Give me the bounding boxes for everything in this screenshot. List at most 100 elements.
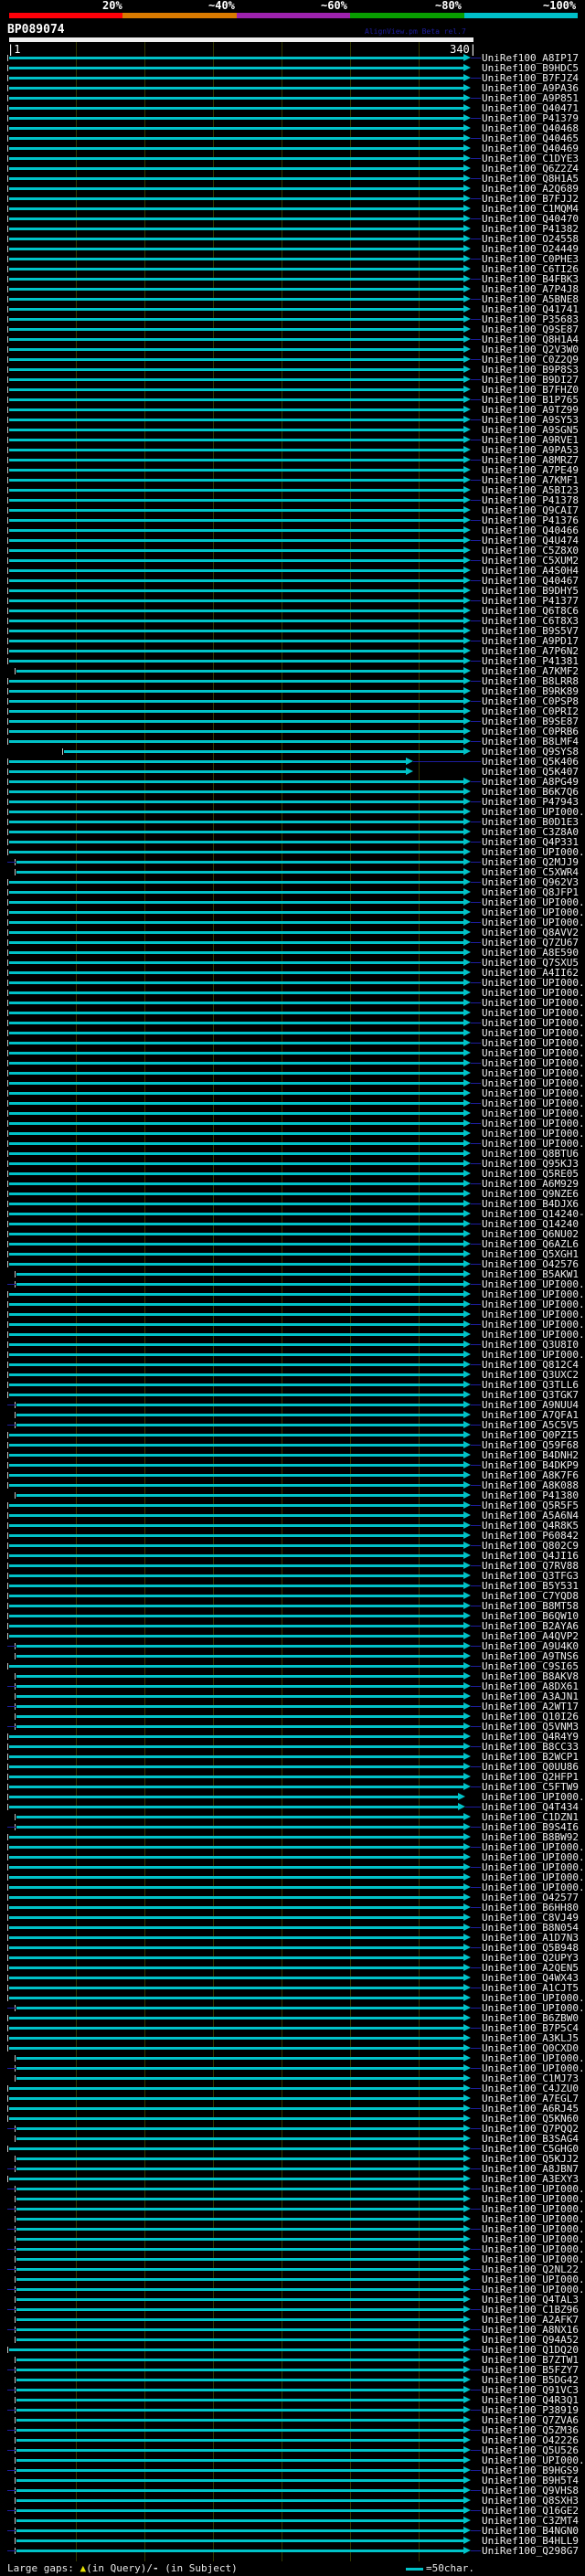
alignment-row[interactable]: UniRef100_Q5KN60	[0, 2114, 585, 2124]
hit-label[interactable]: UniRef100_UPI000..	[482, 916, 585, 928]
hit-label[interactable]: UniRef100_Q9SYS8	[482, 745, 579, 758]
hit-label[interactable]: UniRef100_C8VJ49	[482, 1911, 579, 1924]
alignment-row[interactable]: UniRef100_B8LRR8	[0, 676, 585, 686]
alignment-row[interactable]: UniRef100_A7P6N2	[0, 646, 585, 656]
alignment-row[interactable]: UniRef100_UPI000..	[0, 1320, 585, 1330]
alignment-row[interactable]: UniRef100_Q7ZVA6	[0, 2415, 585, 2425]
hit-label[interactable]: UniRef100_UPI000..	[482, 1016, 585, 1029]
hit-label[interactable]: UniRef100_Q7ZU67	[482, 936, 579, 949]
hit-label[interactable]: UniRef100_Q5B948	[482, 1941, 579, 1954]
hit-label[interactable]: UniRef100_Q10I26	[482, 1710, 579, 1723]
alignment-row[interactable]: UniRef100_Q298G7	[0, 2546, 585, 2556]
alignment-row[interactable]: UniRef100_B0D1E3	[0, 817, 585, 827]
alignment-row[interactable]: UniRef100_Q9CAI7	[0, 505, 585, 515]
hit-label[interactable]: UniRef100_UPI000..	[482, 2242, 585, 2255]
hit-label[interactable]: UniRef100_A3KLJ5	[482, 2031, 579, 2044]
alignment-row[interactable]: UniRef100_A6M929	[0, 1179, 585, 1189]
alignment-row[interactable]: UniRef100_C1MJ73	[0, 2073, 585, 2083]
hit-label[interactable]: UniRef100_B6K7Q6	[482, 785, 579, 798]
alignment-row[interactable]: UniRef100_B4DJX6	[0, 1199, 585, 1209]
hit-label[interactable]: UniRef100_Q8SXH3	[482, 2494, 579, 2507]
hit-label[interactable]: UniRef100_A5C5V5	[482, 1418, 579, 1431]
hit-label[interactable]: UniRef100_UPI000..	[482, 2253, 585, 2265]
alignment-row[interactable]: UniRef100_Q4JI16	[0, 1551, 585, 1561]
hit-label[interactable]: UniRef100_B0D1E3	[482, 815, 579, 828]
hit-label[interactable]: UniRef100_B7P5C4	[482, 2021, 579, 2034]
alignment-row[interactable]: UniRef100_Q0PZI5	[0, 1430, 585, 1440]
hit-label[interactable]: UniRef100_A2AFK7	[482, 2313, 579, 2326]
hit-label[interactable]: UniRef100_Q4R3Q1	[482, 2393, 579, 2406]
alignment-row[interactable]: UniRef100_UPI000..	[0, 1139, 585, 1149]
hit-label[interactable]: UniRef100_Q5KN60	[482, 2112, 579, 2125]
alignment-row[interactable]: UniRef100_Q8AVV2	[0, 928, 585, 938]
alignment-row[interactable]: UniRef100_UPI000..	[0, 2003, 585, 2013]
alignment-row[interactable]: UniRef100_UPI000..	[0, 1792, 585, 1802]
hit-label[interactable]: UniRef100_Q59F68	[482, 1438, 579, 1451]
alignment-row[interactable]: UniRef100_Q40466	[0, 525, 585, 535]
hit-label[interactable]: UniRef100_B6HH80	[482, 1901, 579, 1913]
hit-label[interactable]: UniRef100_B8AKV8	[482, 1670, 579, 1682]
alignment-row[interactable]: UniRef100_P41376	[0, 515, 585, 525]
hit-label[interactable]: UniRef100_P38919	[482, 2403, 579, 2416]
alignment-row[interactable]: UniRef100_UPI000..	[0, 1038, 585, 1048]
hit-label[interactable]: UniRef100_UPI000..	[482, 2192, 585, 2205]
hit-label[interactable]: UniRef100_B9SE87	[482, 715, 579, 727]
alignment-row[interactable]: UniRef100_UPI000..	[0, 1289, 585, 1299]
alignment-row[interactable]: UniRef100_UPI000..	[0, 1129, 585, 1139]
alignment-row[interactable]: UniRef100_B8AKV8	[0, 1671, 585, 1681]
alignment-row[interactable]: UniRef100_O42226	[0, 2435, 585, 2445]
alignment-row[interactable]: UniRef100_Q5ZM36	[0, 2425, 585, 2435]
alignment-row[interactable]: UniRef100_UPI000..	[0, 2053, 585, 2063]
alignment-row[interactable]: UniRef100_C5Z8X0	[0, 546, 585, 556]
hit-label[interactable]: UniRef100_B4HLL9	[482, 2534, 579, 2547]
hit-label[interactable]: UniRef100_C4JZU0	[482, 2082, 579, 2094]
alignment-row[interactable]: UniRef100_UPI000..	[0, 2194, 585, 2204]
hit-label[interactable]: UniRef100_UPI000..	[482, 1790, 585, 1803]
hit-label[interactable]: UniRef100_A8K7F6	[482, 1468, 579, 1481]
hit-label[interactable]: UniRef100_B5DG42	[482, 2373, 579, 2386]
hit-label[interactable]: UniRef100_P41380	[482, 1489, 579, 1501]
alignment-row[interactable]: UniRef100_UPI000..	[0, 2063, 585, 2073]
hit-label[interactable]: UniRef100_A3EXY3	[482, 2172, 579, 2185]
alignment-row[interactable]: UniRef100_B6HH80	[0, 1903, 585, 1913]
hit-label[interactable]: UniRef100_C5FTW9	[482, 1780, 579, 1793]
alignment-row[interactable]: UniRef100_C5XWR4	[0, 867, 585, 877]
alignment-row[interactable]: UniRef100_A3KLJ5	[0, 2033, 585, 2043]
alignment-row[interactable]: UniRef100_C6T8X3	[0, 616, 585, 626]
hit-label[interactable]: UniRef100_Q40465	[482, 132, 579, 144]
hit-label[interactable]: UniRef100_UPI000..	[482, 1087, 585, 1099]
hit-label[interactable]: UniRef100_A4II62	[482, 966, 579, 979]
hit-label[interactable]: UniRef100_Q7SXU5	[482, 956, 579, 969]
alignment-row[interactable]: UniRef100_UPI000..	[0, 2184, 585, 2194]
alignment-row[interactable]: UniRef100_Q0CXD0	[0, 2043, 585, 2053]
hit-label[interactable]: UniRef100_UPI000..	[482, 1107, 585, 1119]
alignment-row[interactable]: UniRef100_A1CJT5	[0, 1983, 585, 1993]
alignment-row[interactable]: UniRef100_A6RJ45	[0, 2104, 585, 2114]
hit-label[interactable]: UniRef100_Q5U526	[482, 2443, 579, 2456]
hit-label[interactable]: UniRef100_B3SAG4	[482, 2132, 579, 2145]
hit-label[interactable]: UniRef100_Q4T434	[482, 1800, 579, 1813]
alignment-row[interactable]: UniRef100_Q95KJ3	[0, 1159, 585, 1169]
alignment-row[interactable]: UniRef100_A1D7N3	[0, 1933, 585, 1943]
alignment-row[interactable]: UniRef100_Q8H1A5	[0, 174, 585, 184]
hit-label[interactable]: UniRef100_B7FJZ4	[482, 71, 579, 84]
hit-label[interactable]: UniRef100_Q40467	[482, 574, 579, 587]
alignment-row[interactable]: UniRef100_UPI000..	[0, 1108, 585, 1118]
alignment-row[interactable]: UniRef100_B7FJZ4	[0, 73, 585, 83]
alignment-row[interactable]: UniRef100_B2WCP1	[0, 1752, 585, 1762]
hit-label[interactable]: UniRef100_P41381	[482, 654, 579, 667]
alignment-row[interactable]: UniRef100_B8N054	[0, 1923, 585, 1933]
alignment-row[interactable]: UniRef100_B6QW10	[0, 1611, 585, 1621]
hit-label[interactable]: UniRef100_Q3U8I0	[482, 1338, 579, 1351]
alignment-row[interactable]: UniRef100_C1MQM4	[0, 204, 585, 214]
alignment-row[interactable]: UniRef100_C1DYE3	[0, 154, 585, 164]
hit-label[interactable]: UniRef100_O42576	[482, 1257, 579, 1270]
hit-label[interactable]: UniRef100_A8NX16	[482, 2323, 579, 2336]
alignment-row[interactable]: UniRef100_A9P851	[0, 93, 585, 103]
alignment-row[interactable]: UniRef100_B5DG42	[0, 2375, 585, 2385]
alignment-row[interactable]: UniRef100_A9TNS6	[0, 1651, 585, 1661]
alignment-row[interactable]: UniRef100_C6TI26	[0, 264, 585, 274]
alignment-row[interactable]: UniRef100_P47943	[0, 797, 585, 807]
alignment-row[interactable]: UniRef100_Q7SXU5	[0, 958, 585, 968]
hit-label[interactable]: UniRef100_C3Z8A0	[482, 825, 579, 838]
